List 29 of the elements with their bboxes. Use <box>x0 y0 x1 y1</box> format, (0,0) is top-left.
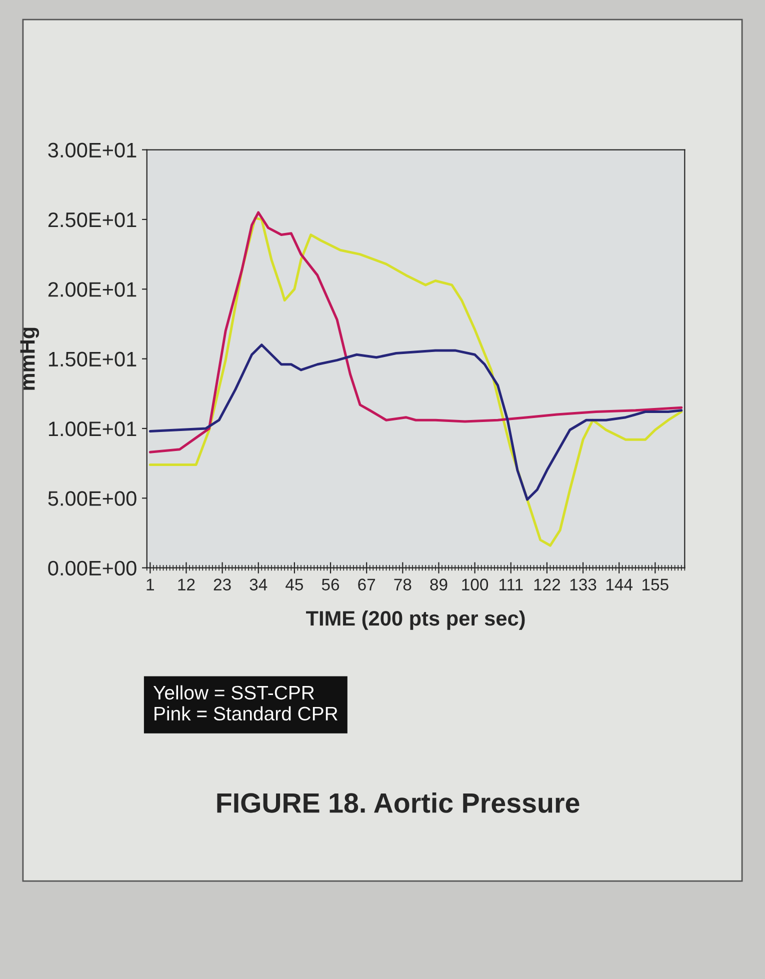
x-tick-label: 111 <box>499 578 523 590</box>
x-tick-label: 155 <box>642 578 668 590</box>
x-tick-label: 34 <box>250 578 268 590</box>
y-tick-label: 1.50E+01 <box>48 352 136 367</box>
x-tick-label: 1 <box>146 578 154 590</box>
text: Pink = Standard CPR <box>154 706 338 721</box>
x-tick-label: 67 <box>358 578 376 590</box>
x-tick-label: 12 <box>178 578 195 590</box>
y-tick-label: 5.00E+00 <box>48 491 136 506</box>
x-tick-label: 100 <box>462 578 488 590</box>
line-series <box>148 211 683 454</box>
x-tick-label: 23 <box>214 578 231 590</box>
x-tick-label: 133 <box>570 578 596 590</box>
y-axis-title: mmHg <box>20 328 40 390</box>
y-tick-label: 2.00E+01 <box>48 282 136 297</box>
x-tick-label: 56 <box>322 578 340 590</box>
line-series <box>148 344 683 501</box>
x-tick-label: 89 <box>430 578 448 590</box>
x-axis-title: TIME (200 pts per sec) <box>306 610 525 630</box>
text: FIGURE 18. Aortic Pressure <box>217 792 580 813</box>
x-tick-label: 45 <box>286 578 304 590</box>
y-tick-label: 1.00E+01 <box>48 421 136 436</box>
y-tick-label: 2.50E+01 <box>48 212 136 228</box>
y-tick-label: 3.00E+01 <box>48 142 136 158</box>
x-tick-label: 144 <box>606 578 633 590</box>
x-tick-label: 78 <box>394 578 412 590</box>
x-tick-label: 122 <box>534 578 560 590</box>
text: Yellow = SST-CPR <box>153 685 314 700</box>
y-tick-label: 0.00E+00 <box>48 560 136 576</box>
